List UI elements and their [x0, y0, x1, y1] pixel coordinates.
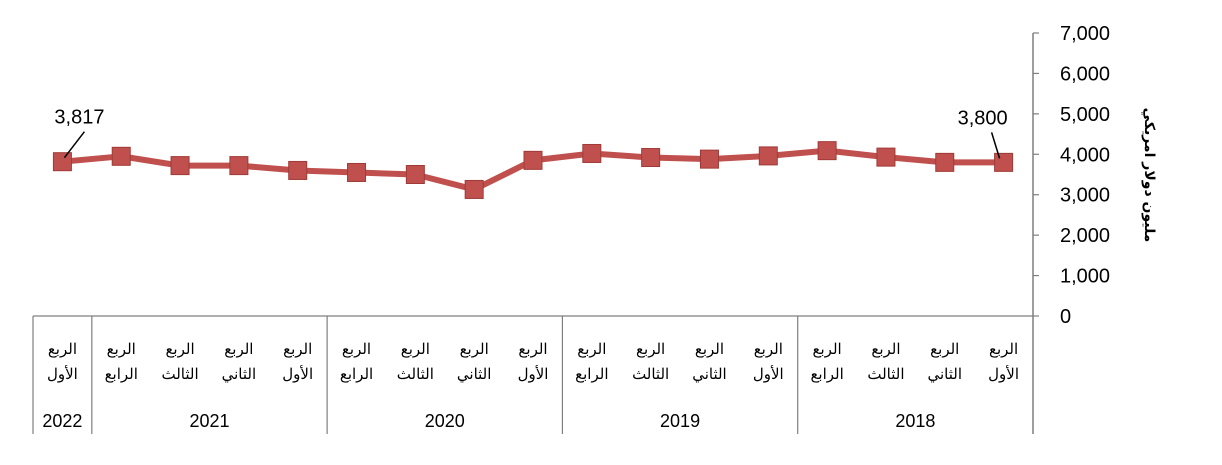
data-label: 3,800 — [958, 107, 1008, 129]
x-tick-label: الأول — [518, 365, 549, 383]
y-axis-label: مليون دولار امريكي — [1141, 108, 1157, 243]
x-tick-label: الثالث — [867, 365, 904, 383]
data-point-marker — [758, 146, 778, 166]
year-label: 2020 — [425, 411, 465, 431]
data-point-marker — [405, 165, 425, 184]
x-tick-label: الربع — [577, 340, 606, 358]
x-tick-label: الربع — [695, 340, 724, 358]
data-label-leader — [63, 131, 86, 159]
x-tick-label: الثاني — [457, 365, 492, 383]
x-tick-label: الربع — [754, 340, 783, 358]
data-point-marker — [817, 141, 837, 161]
x-tick-label: الأول — [47, 365, 78, 383]
x-tick-label: الربع — [636, 340, 665, 358]
x-tick-label: الربع — [283, 340, 312, 358]
y-tick-label: 1,000 — [1060, 266, 1110, 288]
x-tick-label: الربع — [871, 340, 900, 358]
x-tick-label: الثاني — [692, 365, 727, 383]
x-tick-label: الربع — [342, 340, 371, 358]
data-label: 3,817 — [54, 107, 104, 129]
y-tick-label: 7,000 — [1060, 23, 1110, 45]
y-tick-label: 6,000 — [1060, 63, 1110, 85]
x-tick-label: الربع — [107, 340, 136, 358]
x-tick-label: الربع — [460, 340, 489, 358]
category-axis-table: 2018 2019 2020 2021 2022 الربع الأول الربع الثان… — [32, 315, 1033, 434]
series-line — [52, 141, 1014, 199]
y-tick-label: 3,000 — [1060, 185, 1110, 207]
data-point-marker — [111, 146, 131, 166]
x-tick-label: الربع — [930, 340, 959, 358]
x-tick-label: الربع — [989, 340, 1018, 358]
x-tick-label: الأول — [282, 365, 313, 383]
year-label: 2018 — [895, 411, 935, 431]
year-label: 2021 — [189, 411, 229, 431]
x-tick-label: الربع — [401, 340, 430, 358]
x-tick-label: الربع — [813, 340, 842, 358]
y-tick-label: 4,000 — [1060, 144, 1110, 166]
x-tick-label: الربع — [165, 340, 194, 358]
data-point-marker — [229, 156, 249, 176]
data-point-marker — [464, 179, 484, 199]
y-tick-label: 5,000 — [1060, 104, 1110, 126]
x-tick-label: الثالث — [632, 365, 669, 383]
x-tick-label: الربع — [518, 340, 547, 358]
data-point-marker — [52, 152, 72, 172]
data-point-marker — [641, 148, 661, 168]
x-tick-label: الرابع — [810, 365, 843, 383]
data-point-marker — [994, 152, 1014, 172]
data-point-marker — [347, 162, 367, 182]
x-tick-label: الثالث — [161, 365, 198, 383]
data-point-marker — [288, 160, 308, 180]
x-tick-label: الثاني — [222, 365, 257, 383]
x-tick-label: الربع — [224, 340, 253, 358]
y-axis: 7,000 6,000 5,000 4,000 3,000 2,000 1,000 0 — [1032, 23, 1110, 434]
data-point-marker — [582, 143, 602, 163]
data-point-marker — [523, 150, 543, 170]
data-label-leader — [990, 132, 1001, 159]
data-point-marker — [876, 147, 896, 167]
x-tick-label: الثاني — [928, 365, 963, 383]
data-point-marker — [935, 152, 955, 172]
data-point-marker — [699, 149, 719, 169]
x-tick-label: الربع — [48, 340, 77, 358]
x-tick-label: الرابع — [340, 365, 373, 383]
x-tick-label: الأول — [753, 365, 784, 383]
data-labels: 3,800 3,817 — [54, 107, 1008, 159]
x-tick-label: الثالث — [397, 365, 434, 383]
y-tick-label: 2,000 — [1060, 225, 1110, 247]
x-tick-label: الرابع — [575, 365, 608, 383]
y-tick-label: 0 — [1060, 306, 1071, 328]
year-label: 2019 — [660, 411, 700, 431]
year-label: 2022 — [42, 411, 82, 431]
data-point-marker — [170, 156, 190, 176]
x-tick-label: الرابع — [105, 365, 138, 383]
x-tick-label: الأول — [988, 365, 1019, 383]
